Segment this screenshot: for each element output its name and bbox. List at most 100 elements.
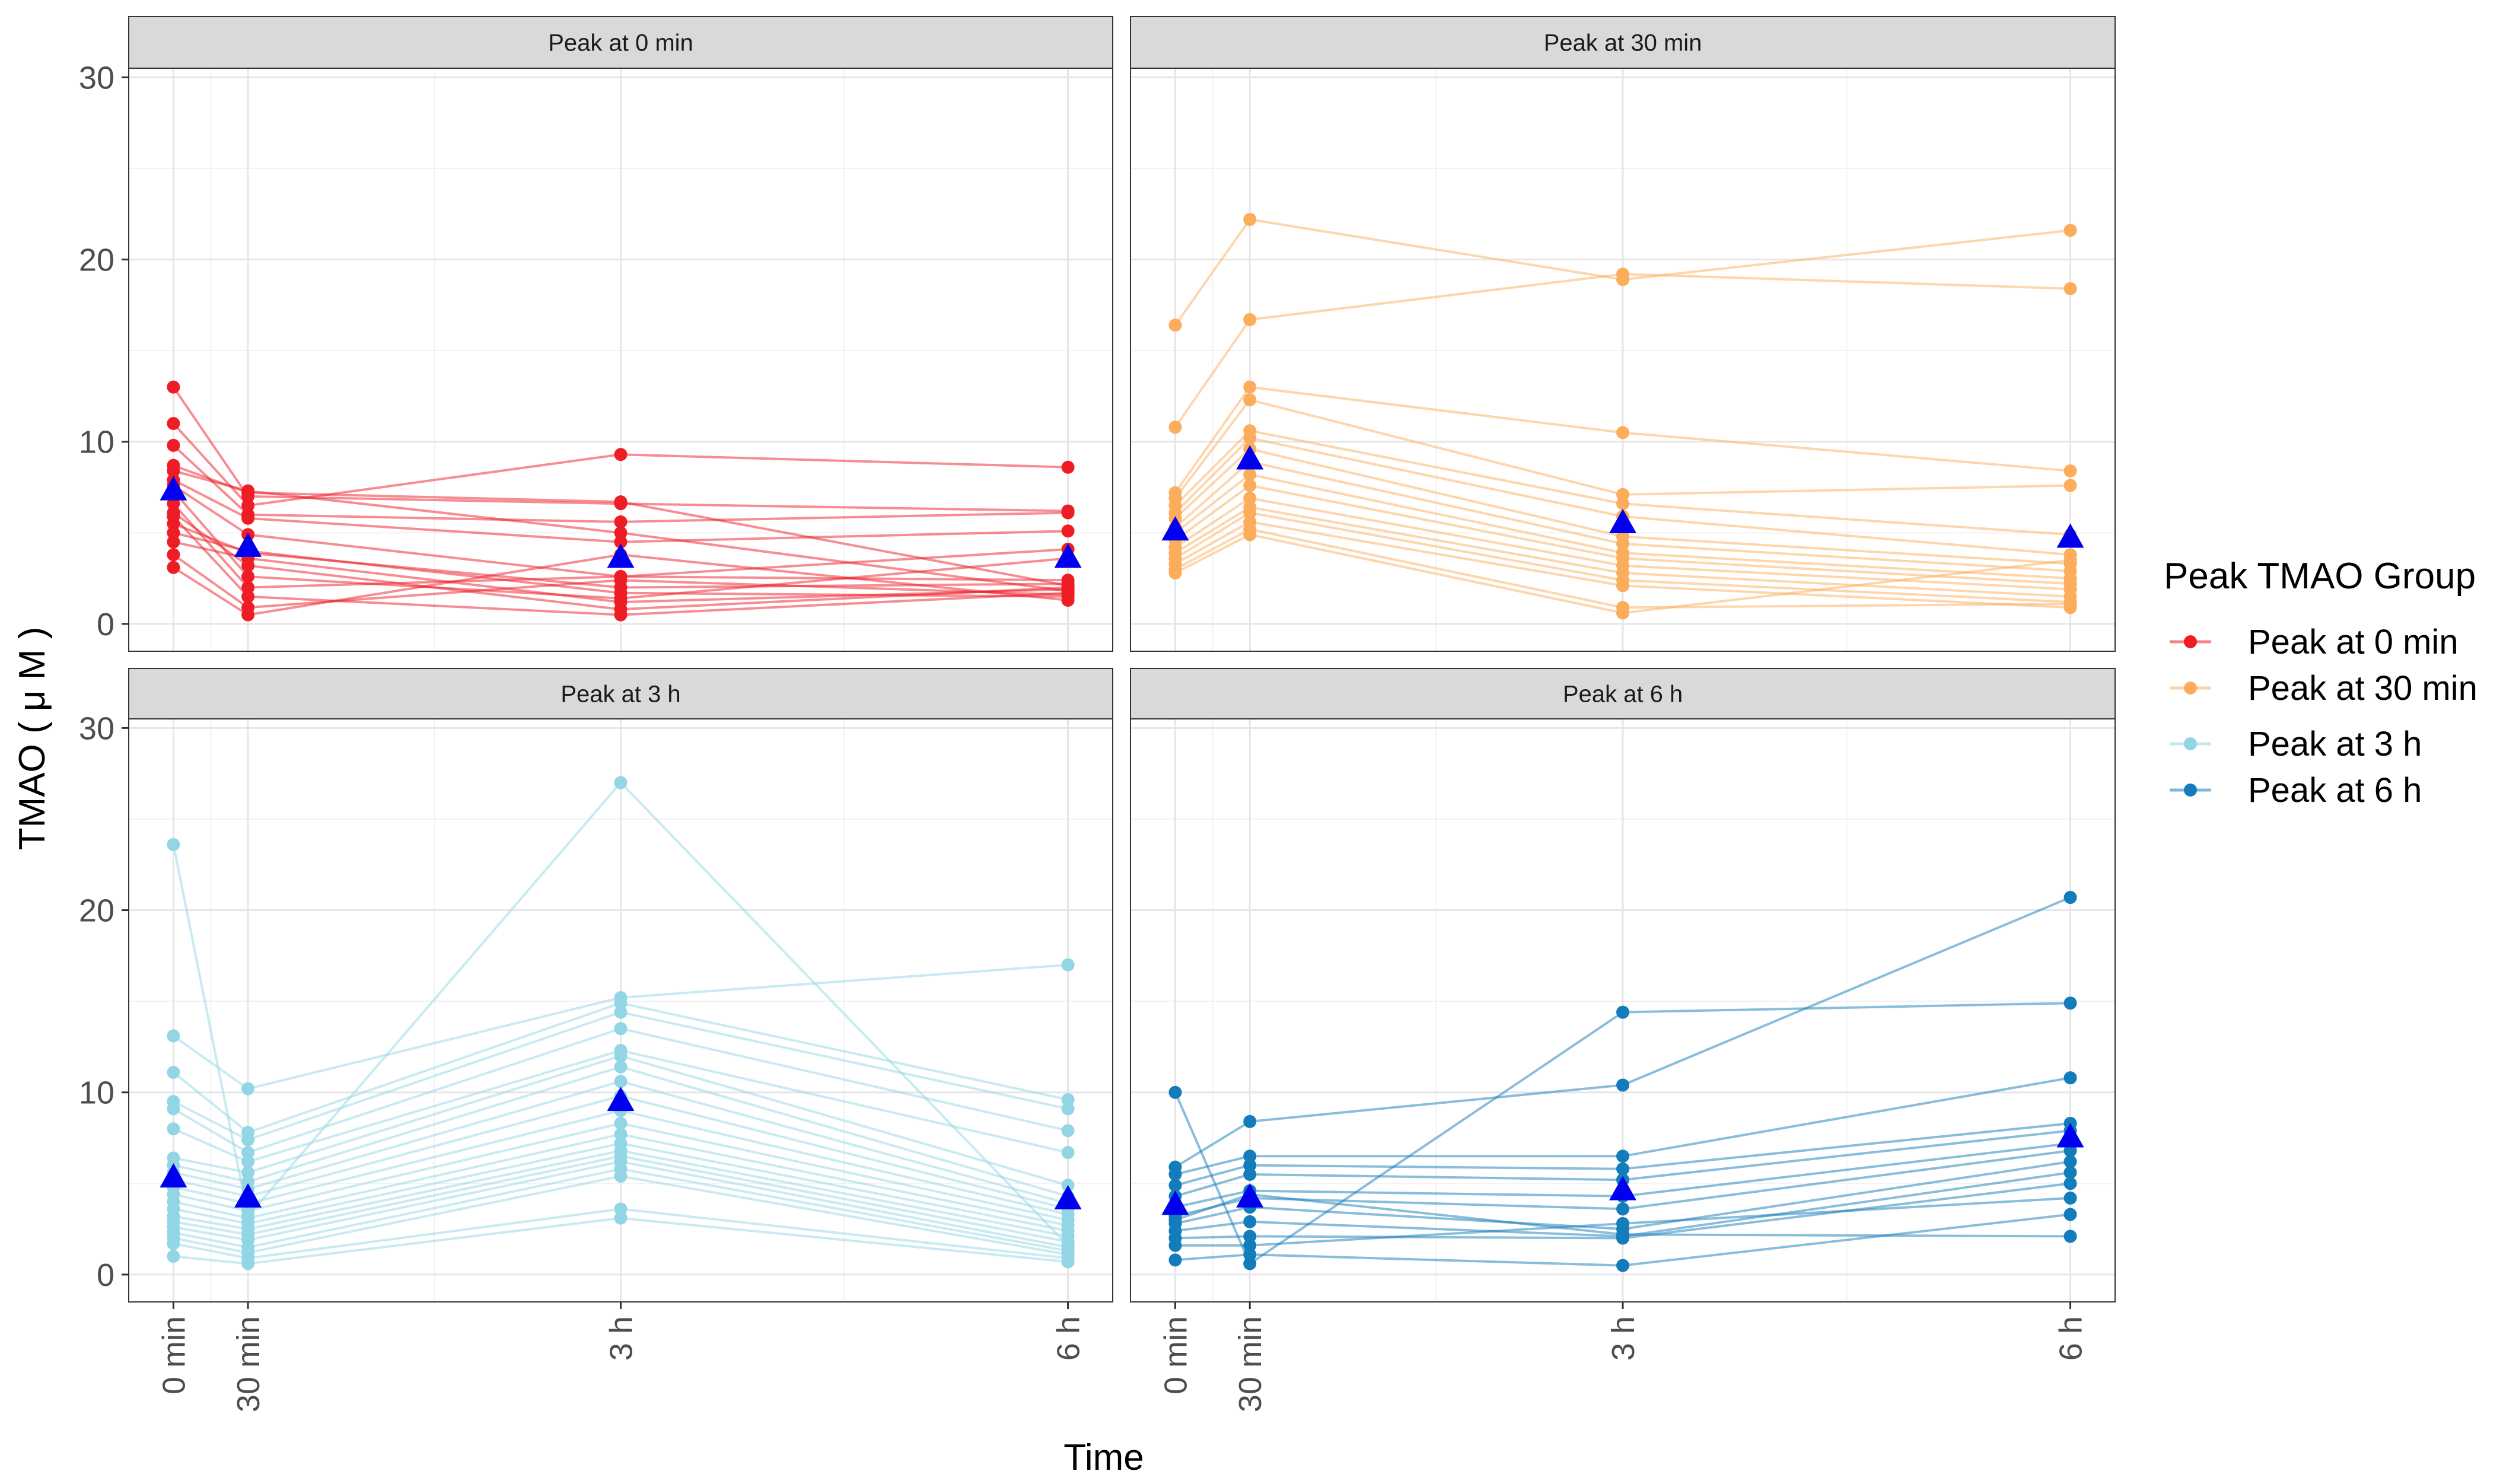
subject-line — [1174, 460, 2071, 572]
subject-point — [167, 837, 180, 851]
mean-marker — [160, 1163, 187, 1188]
subject-line — [173, 1208, 1068, 1260]
legend-title: Peak TMAO Group — [2164, 556, 2476, 597]
y-tick-label: 10 — [79, 1075, 114, 1111]
subject-line — [173, 1055, 1069, 1187]
mean-marker — [607, 1087, 635, 1112]
subject-point — [1616, 497, 1629, 511]
mean-marker — [1236, 1183, 1264, 1208]
subject-point — [167, 1102, 180, 1116]
subject-line — [1174, 533, 2071, 614]
subject-line — [173, 1122, 1069, 1221]
subject-point — [614, 535, 628, 549]
panel-2: Peak at 30 min — [1130, 16, 2116, 652]
x-tick-label: 30 min — [1233, 1316, 1268, 1412]
subject-line — [173, 1155, 1068, 1243]
subject-point — [1061, 593, 1075, 607]
subject-point — [167, 548, 180, 562]
mean-marker — [160, 476, 187, 501]
subject-point — [1243, 506, 1257, 520]
subject-line — [173, 523, 1068, 589]
subject-point — [614, 526, 628, 540]
mean-marker — [1236, 445, 1264, 470]
subject-line — [1175, 1213, 2071, 1267]
subject-point — [2063, 1071, 2077, 1085]
subject-point — [241, 499, 255, 512]
subject-line — [173, 1167, 1068, 1252]
facet-title: Peak at 6 h — [1563, 682, 1683, 708]
facet-title: Peak at 3 h — [561, 682, 680, 708]
subject-point — [614, 574, 628, 587]
y-tick-label: 20 — [79, 893, 114, 929]
subject-line — [1174, 398, 2071, 499]
subject-point — [614, 495, 628, 509]
subject-line — [1174, 484, 2071, 585]
facet-strip — [128, 16, 1113, 69]
subject-line — [172, 386, 1068, 512]
subject-line — [173, 540, 1068, 604]
subject-line — [173, 1149, 1068, 1238]
subject-point — [241, 1082, 255, 1096]
subject-point — [167, 1065, 180, 1079]
subject-point — [167, 1237, 180, 1250]
subject-point — [614, 515, 628, 528]
subject-line — [1174, 520, 2071, 609]
subject-point — [614, 1060, 628, 1074]
subject-point — [167, 1029, 180, 1043]
legend-label: Peak at 30 min — [2248, 669, 2477, 708]
mean-marker — [234, 532, 262, 557]
subject-point — [614, 1128, 628, 1141]
subject-point — [1243, 1238, 1257, 1252]
subject-point — [1061, 524, 1075, 538]
subject-point — [1243, 313, 1257, 326]
mean-marker — [1161, 516, 1189, 541]
subject-line — [173, 963, 1068, 1090]
subject-line — [1175, 1196, 2071, 1247]
subject-point — [1616, 488, 1629, 501]
subject-point — [1243, 479, 1257, 492]
subject-point — [1243, 1257, 1257, 1270]
subject-point — [2063, 891, 2077, 905]
subject-line — [172, 781, 1069, 1247]
mean-marker — [234, 1183, 262, 1208]
subject-point — [2063, 282, 2077, 295]
subject-point — [1061, 1146, 1075, 1160]
x-tick-label: 0 min — [156, 1316, 192, 1394]
subject-point — [2063, 996, 2077, 1010]
subject-line — [173, 479, 1068, 543]
subject-line — [173, 553, 1068, 616]
subject-point — [1616, 606, 1629, 620]
x-tick-label: 3 h — [604, 1316, 639, 1361]
subject-point — [167, 464, 180, 477]
legend-key-point — [2184, 635, 2197, 648]
subject-point — [1168, 1167, 1182, 1181]
y-tick-label: 0 — [97, 1257, 114, 1293]
subject-point — [167, 1122, 180, 1136]
subject-line — [173, 1109, 1069, 1216]
subject-point — [2063, 1144, 2077, 1158]
legend: Peak TMAO Group Peak at 0 min Peak at 30 … — [2164, 556, 2477, 810]
subject-point — [1061, 506, 1075, 520]
mean-marker — [2056, 523, 2084, 548]
subject-point — [614, 608, 628, 622]
subject-point — [614, 996, 628, 1010]
subject-line — [173, 1049, 1069, 1163]
subject-point — [1168, 1213, 1182, 1227]
subject-point — [614, 1202, 628, 1216]
legend-label: Peak at 6 h — [2248, 771, 2422, 810]
subject-point — [241, 1257, 255, 1270]
subject-point — [167, 526, 180, 540]
subject-point — [241, 590, 255, 603]
legend-entry: Peak at 6 h — [2170, 771, 2422, 810]
subject-line — [172, 515, 1068, 616]
subject-point — [1243, 380, 1257, 394]
subject-point — [2063, 553, 2077, 567]
subject-line — [1175, 1142, 2071, 1209]
subject-point — [1616, 1202, 1629, 1216]
subject-point — [1616, 1078, 1629, 1092]
facet-strip — [128, 668, 1113, 719]
subject-point — [1168, 1253, 1182, 1267]
x-tick-label: 6 h — [1051, 1316, 1087, 1361]
subject-point — [2063, 597, 2077, 611]
subject-line — [173, 1027, 1069, 1154]
